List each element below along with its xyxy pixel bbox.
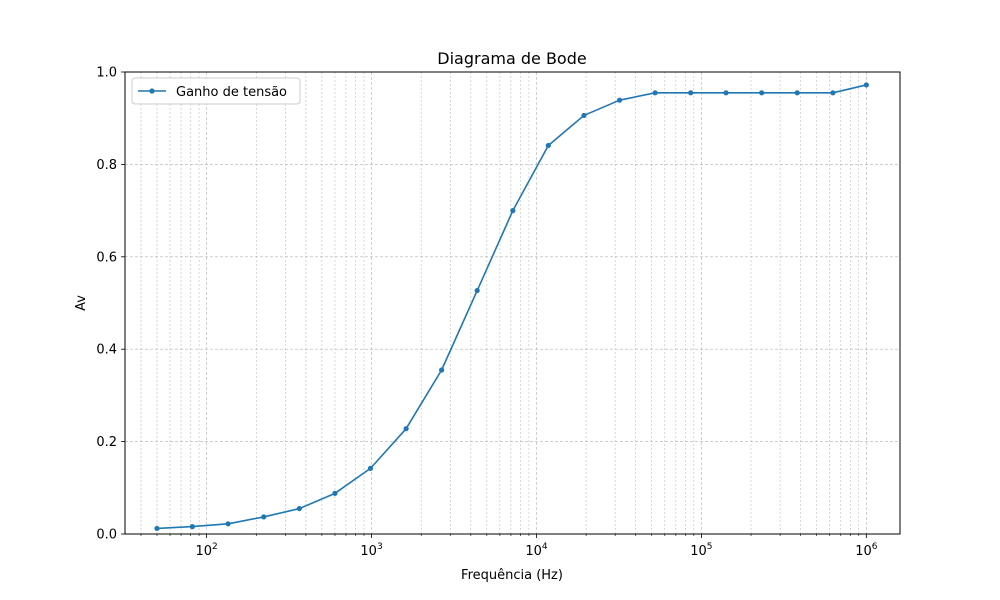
data-point: [154, 525, 160, 532]
data-point: [616, 97, 623, 103]
data-point: [688, 90, 694, 96]
x-tick-label: 104: [525, 542, 548, 559]
data-point: [794, 90, 800, 96]
series-layer: [154, 82, 869, 532]
data-point: [723, 90, 729, 96]
data-point: [652, 90, 658, 96]
data-point: [863, 82, 869, 88]
x-axis-ticks: 102 103 104 105 106: [140, 534, 878, 559]
data-point: [225, 521, 231, 527]
data-point: [581, 112, 587, 119]
data-point: [403, 426, 409, 432]
data-point: [545, 142, 551, 149]
legend-box: [131, 77, 301, 105]
data-point: [474, 287, 480, 294]
data-point: [759, 90, 765, 96]
data-point: [261, 514, 267, 520]
legend: Ganho de tensão: [131, 77, 301, 105]
x-tick-label: 106: [855, 542, 878, 559]
y-axis-ticks: 0.0 0.2 0.4 0.6 0.8 1.0: [96, 66, 125, 543]
x-tick-label: 105: [690, 542, 712, 559]
y-tick-label: 0.6: [96, 250, 117, 265]
data-point: [189, 524, 196, 530]
x-axis-label: Frequência (Hz): [461, 568, 563, 583]
data-point: [367, 465, 374, 471]
y-tick-label: 0.2: [96, 435, 117, 450]
legend-marker-swatch: [149, 88, 155, 94]
y-axis-label: Av: [74, 295, 89, 311]
y-tick-label: 1.0: [96, 66, 117, 81]
legend-entry-ganho: Ganho de tensão: [176, 85, 287, 100]
chart-title: Diagrama de Bode: [437, 49, 586, 68]
data-point: [439, 367, 445, 373]
x-tick-label: 103: [360, 542, 382, 559]
data-point: [332, 490, 338, 496]
data-point: [830, 90, 836, 96]
y-tick-label: 0.8: [96, 158, 117, 173]
y-tick-label: 0.4: [96, 343, 117, 358]
y-tick-label: 0.0: [96, 528, 117, 543]
x-tick-label: 102: [195, 542, 217, 559]
minor-grid: [140, 72, 860, 534]
plot-frame: [124, 71, 901, 535]
data-point: [510, 208, 516, 214]
data-point: [296, 505, 302, 512]
